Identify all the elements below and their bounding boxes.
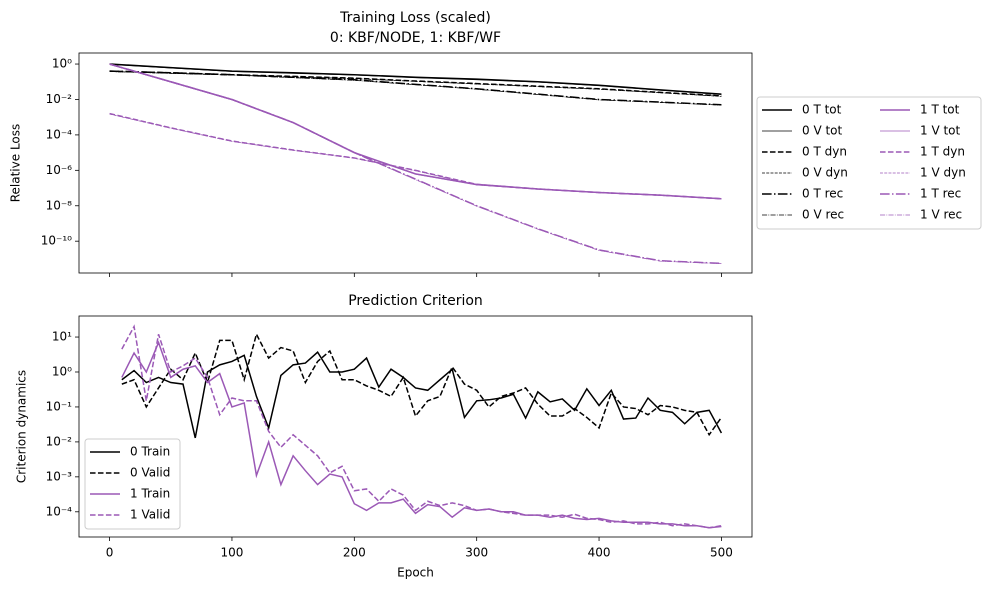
legend-label: 0 T rec bbox=[802, 187, 843, 201]
legend-label: 0 V tot bbox=[802, 124, 843, 138]
y-tick-label: 10⁻⁴ bbox=[46, 504, 73, 518]
x-axis-label: Epoch bbox=[397, 566, 434, 580]
axes-frame bbox=[78, 52, 753, 274]
x-tick-label: 300 bbox=[465, 546, 488, 560]
y-tick-label: 10⁻³ bbox=[46, 469, 73, 483]
x-tick-label: 500 bbox=[710, 546, 733, 560]
series-line bbox=[109, 63, 722, 95]
series-line bbox=[121, 332, 723, 437]
series-line bbox=[109, 64, 722, 95]
legend-label: 0 V rec bbox=[802, 208, 844, 222]
legend-label: 1 V dyn bbox=[920, 166, 966, 180]
y-tick-label: 10⁻¹ bbox=[46, 399, 73, 413]
y-tick-label: 10⁻⁴ bbox=[46, 127, 73, 141]
y-tick-label: 10⁻² bbox=[46, 92, 73, 106]
series-line bbox=[109, 63, 722, 265]
subplot-title: Training Loss (scaled) bbox=[339, 10, 491, 26]
y-tick-label: 10⁻² bbox=[46, 434, 73, 448]
series-line bbox=[121, 324, 722, 529]
legend-label: 1 V tot bbox=[920, 124, 961, 138]
y-tick-label: 10⁰ bbox=[52, 57, 72, 71]
x-tick-label: 400 bbox=[588, 546, 611, 560]
series-line bbox=[121, 350, 723, 439]
y-tick-label: 10⁻⁸ bbox=[46, 198, 73, 212]
legend-label: 1 Train bbox=[130, 487, 170, 501]
series-line bbox=[109, 113, 722, 200]
legend-label: 1 T dyn bbox=[920, 145, 965, 159]
subplot-title: Prediction Criterion bbox=[348, 293, 483, 309]
series-line bbox=[109, 70, 722, 97]
subplot-title: 0: KBF/NODE, 1: KBF/WF bbox=[330, 30, 501, 46]
series-line bbox=[121, 340, 722, 529]
legend-box bbox=[756, 96, 982, 230]
legend-label: 0 V dyn bbox=[802, 166, 848, 180]
legend-label: 1 Valid bbox=[130, 508, 170, 522]
subplot: Training Loss (scaled) 0: KBF/NODE, 1: KB… bbox=[9, 10, 982, 277]
y-tick-label: 10⁻⁶ bbox=[46, 163, 73, 177]
legend-label: 1 T rec bbox=[920, 187, 961, 201]
legend-label: 0 T tot bbox=[802, 103, 842, 117]
x-tick-label: 0 bbox=[106, 546, 114, 560]
series-line bbox=[109, 64, 722, 265]
series-line bbox=[109, 112, 722, 200]
axes-frame bbox=[78, 315, 753, 538]
legend-label: 1 T tot bbox=[920, 103, 960, 117]
x-tick-label: 200 bbox=[343, 546, 366, 560]
subplot: Prediction Criterion 10¹ 10⁰ 10⁻¹ 10⁻² 10⁻³ 10… bbox=[15, 293, 753, 580]
legend-label: 0 T dyn bbox=[802, 145, 847, 159]
x-tick-label: 100 bbox=[221, 546, 244, 560]
legend-label: 1 V rec bbox=[920, 208, 962, 222]
legend-label: 0 Valid bbox=[130, 466, 170, 480]
y-tick-label: 10¹ bbox=[52, 330, 72, 344]
y-axis-label: Relative Loss bbox=[9, 124, 23, 203]
y-tick-label: 10⁰ bbox=[52, 364, 72, 378]
series-line bbox=[109, 71, 722, 106]
y-tick-label: 10⁻¹⁰ bbox=[41, 234, 72, 248]
legend-box bbox=[84, 438, 181, 530]
legend-label: 0 Train bbox=[130, 445, 170, 459]
y-axis-label: Criterion dynamics bbox=[15, 370, 29, 483]
